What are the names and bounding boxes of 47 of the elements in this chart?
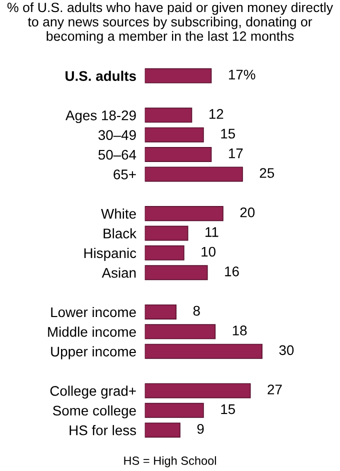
data-label: 15 [221,128,235,139]
y-tick-label: White [101,208,136,219]
data-label: 27 [268,384,282,394]
y-tick-label: U.S. adults [66,70,136,81]
bar [144,324,216,340]
data-label: 16 [225,266,239,276]
bar [144,166,243,182]
y-tick-label: College grad+ [50,386,136,399]
bar [144,108,192,123]
y-tick-label: Ages 18-29 [66,110,136,124]
bar [144,147,212,162]
bar [144,304,177,320]
data-label: 11 [206,227,218,237]
y-tick-label: Black [104,228,137,238]
data-label: 30 [279,345,294,356]
chart-title: % of U.S. adults who have paid or given money directly to any news sources by subscribing, donating or becoming a member in the last 12 months [7,2,334,44]
data-label: 18 [232,326,247,336]
data-label: 15 [221,404,235,414]
data-label: 17% [228,70,256,80]
y-tick-label: 65+ [114,170,136,180]
data-label: 9 [197,424,204,434]
data-label: 10 [202,246,216,257]
data-label: 25 [260,168,274,178]
bar [144,265,208,280]
bar [144,127,204,142]
bar [144,245,184,260]
y-tick-label: Upper income [51,346,136,360]
bar [144,344,262,359]
y-tick-label: HS for less [70,425,136,436]
bar [144,206,224,222]
y-tick-label: Lower income [51,306,136,318]
data-label: 20 [240,207,255,218]
y-tick-label: Hispanic [84,248,136,261]
bar [144,402,204,418]
text: HS = High School [124,456,216,468]
data-label: 12 [209,109,224,119]
y-tick-label: Some college [52,405,136,418]
bar [144,383,251,398]
data-label: 17 [228,148,243,158]
y-tick-label: 30–49 [98,130,136,140]
data-label: 8 [193,306,200,316]
bar [144,226,188,241]
y-tick-label: Asian [102,268,136,278]
bar [144,68,212,84]
y-tick-label: 50–64 [98,150,136,160]
bar [144,422,180,438]
y-tick-label: Middle income [48,326,136,337]
